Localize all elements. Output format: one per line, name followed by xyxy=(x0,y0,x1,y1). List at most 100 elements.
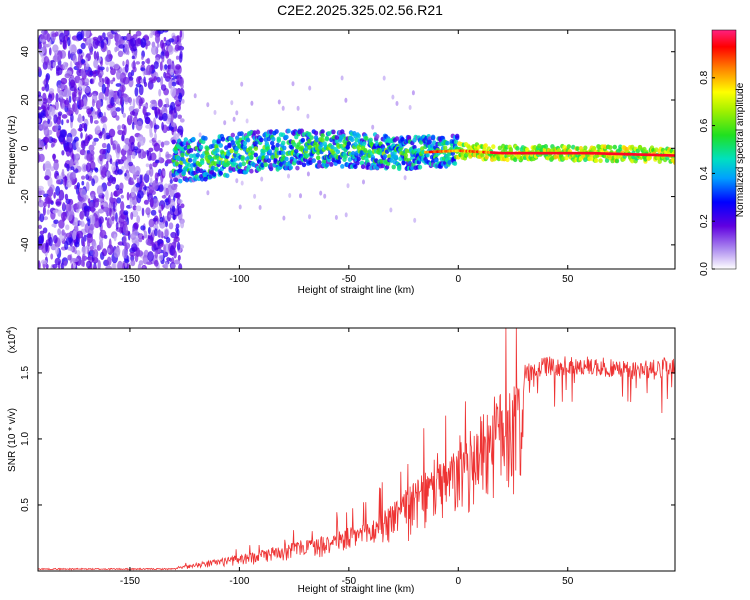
noise-speck xyxy=(84,78,90,85)
signal-blob xyxy=(225,173,230,179)
signal-blob xyxy=(450,151,455,157)
noise-speck xyxy=(90,193,95,200)
signal-blob xyxy=(239,131,244,137)
noise-speck xyxy=(173,250,177,259)
signal-blob xyxy=(401,160,406,166)
noise-speck xyxy=(69,247,74,252)
noise-speck xyxy=(61,102,65,110)
noise-speck xyxy=(155,221,158,230)
faint-speck xyxy=(408,105,412,110)
signal-blob xyxy=(294,148,299,154)
faint-speck xyxy=(181,98,185,104)
noise-speck xyxy=(80,58,86,64)
noise-speck xyxy=(82,240,86,247)
signal-core xyxy=(672,154,675,157)
signal-blob xyxy=(334,135,339,140)
noise-speck xyxy=(55,67,63,76)
noise-speck xyxy=(118,44,125,49)
noise-speck xyxy=(52,61,56,69)
noise-speck xyxy=(92,38,99,49)
noise-speck xyxy=(170,231,177,239)
signal-blob xyxy=(212,172,217,177)
noise-speck xyxy=(76,31,83,41)
signal-blob xyxy=(353,164,358,170)
noise-speck xyxy=(38,260,41,269)
faint-speck xyxy=(258,205,262,210)
faint-speck xyxy=(288,193,292,198)
noise-speck xyxy=(154,106,158,117)
noise-speck xyxy=(101,83,106,94)
noise-speck xyxy=(99,154,103,162)
noise-speck xyxy=(67,50,71,60)
noise-speck xyxy=(90,205,95,213)
signal-blob xyxy=(504,144,509,150)
noise-speck xyxy=(100,116,108,123)
signal-blob xyxy=(198,168,204,174)
signal-blob xyxy=(268,166,274,172)
noise-speck xyxy=(68,95,72,104)
noise-speck xyxy=(153,124,160,130)
noise-speck xyxy=(98,66,105,71)
noise-speck xyxy=(100,40,105,49)
noise-speck xyxy=(110,191,113,203)
snr-y-scale-prefix: (x10 xyxy=(7,333,18,353)
noise-speck xyxy=(92,265,98,269)
noise-speck xyxy=(73,217,79,227)
noise-speck xyxy=(52,209,58,214)
snr-x-tick-label: 50 xyxy=(562,576,574,587)
signal-blob xyxy=(347,157,353,162)
snr-y-scale-exponent: 4 xyxy=(6,330,13,334)
noise-speck xyxy=(136,250,144,257)
noise-speck xyxy=(121,104,124,115)
noise-speck xyxy=(129,251,136,257)
signal-blob xyxy=(418,139,424,145)
noise-speck xyxy=(175,223,180,229)
noise-speck xyxy=(123,125,127,136)
noise-speck xyxy=(52,44,59,53)
noise-speck xyxy=(43,30,49,41)
noise-speck xyxy=(162,170,166,177)
noise-speck xyxy=(112,201,116,212)
noise-speck xyxy=(91,215,96,225)
signal-blob xyxy=(324,136,330,142)
noise-speck xyxy=(66,136,73,143)
noise-speck xyxy=(56,179,61,185)
noise-speck xyxy=(135,61,141,65)
signal-blob xyxy=(537,143,542,149)
signal-blob xyxy=(300,137,306,143)
noise-speck xyxy=(160,141,165,148)
signal-blob xyxy=(340,164,345,169)
noise-speck xyxy=(177,114,182,120)
noise-speck xyxy=(135,205,142,212)
noise-speck xyxy=(130,141,135,152)
noise-speck xyxy=(44,83,50,92)
noise-speck xyxy=(61,168,65,177)
noise-speck xyxy=(65,203,72,213)
noise-speck xyxy=(168,79,173,89)
noise-speck xyxy=(80,142,85,149)
noise-speck xyxy=(84,64,89,71)
noise-speck xyxy=(45,263,49,269)
faint-speck xyxy=(395,101,399,106)
signal-blob xyxy=(240,155,245,161)
chart-title: C2E2.2025.325.02.56.R21 xyxy=(277,2,443,18)
noise-speck xyxy=(65,97,69,109)
noise-speck xyxy=(110,68,116,76)
spectrogram-x-label: Height of straight line (km) xyxy=(298,285,415,296)
noise-speck xyxy=(85,57,88,67)
noise-speck xyxy=(122,224,128,234)
noise-speck xyxy=(132,66,137,73)
noise-speck xyxy=(81,246,88,255)
noise-speck xyxy=(176,241,181,251)
noise-speck xyxy=(44,175,50,181)
noise-speck xyxy=(101,142,107,149)
noise-speck xyxy=(162,112,168,122)
noise-speck xyxy=(144,116,151,125)
noise-speck xyxy=(39,195,42,203)
noise-speck xyxy=(110,79,114,85)
signal-blob xyxy=(403,153,408,158)
noise-speck xyxy=(74,107,79,115)
noise-speck xyxy=(121,86,124,97)
noise-speck xyxy=(114,46,118,53)
signal-blob xyxy=(400,137,405,142)
